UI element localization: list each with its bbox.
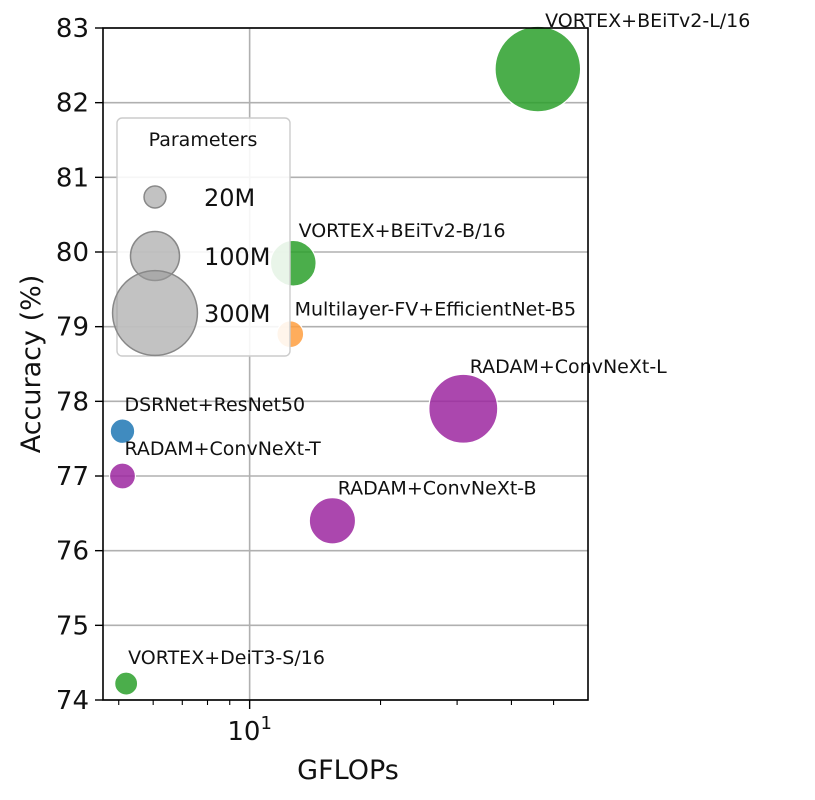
legend-marker-20m	[143, 185, 167, 209]
point-vortex-deit3-s-16	[114, 671, 139, 696]
plot-frame	[102, 27, 589, 701]
point-labels: VORTEX+BEiTv2-L/16 VORTEX+BEiTv2-B/16 Mult…	[124, 10, 750, 669]
x-axis-title: GFLOPs	[297, 755, 399, 786]
axis-ticks: 74 75 76 77 78 79 80 81 82 83 101	[56, 14, 555, 747]
y-tick-label-76: 76	[56, 537, 89, 567]
point-label: VORTEX+DeiT3-S/16	[128, 647, 325, 669]
legend-label-20m: 20M	[204, 184, 255, 212]
point-label: VORTEX+BEiTv2-L/16	[545, 10, 750, 32]
point-label: RADAM+ConvNeXt-B	[338, 477, 537, 499]
point-radam-convnext-l	[428, 373, 499, 444]
point-radam-convnext-b	[308, 497, 357, 545]
point-label: RADAM+ConvNeXt-T	[124, 438, 321, 460]
point-label: RADAM+ConvNeXt-L	[470, 356, 667, 378]
point-dsrnet-resnet50	[109, 418, 136, 445]
point-label: DSRNet+ResNet50	[124, 394, 305, 416]
y-tick-label-78: 78	[56, 387, 89, 417]
legend-title: Parameters	[149, 129, 258, 151]
y-tick-label-79: 79	[56, 313, 89, 343]
y-tick-label-77: 77	[56, 462, 89, 492]
legend-marker-300m	[111, 269, 199, 357]
x-tick-label-major: 101	[227, 713, 272, 747]
y-tick-label-75: 75	[56, 611, 89, 641]
legend: Parameters 20M 100M 300M	[111, 117, 291, 357]
y-axis-title: Accuracy (%)	[16, 275, 47, 454]
y-tick-label-83: 83	[56, 14, 89, 44]
y-tick-label-80: 80	[56, 238, 89, 268]
point-label: Multilayer-FV+EfficientNet-B5	[295, 298, 577, 320]
y-tick-label-74: 74	[56, 686, 89, 716]
y-tick-label-81: 81	[56, 163, 89, 193]
point-label: VORTEX+BEiTv2-B/16	[299, 220, 506, 242]
point-radam-convnext-t	[108, 462, 137, 490]
y-tick-label-82: 82	[56, 89, 89, 119]
legend-label-100m: 100M	[204, 243, 271, 271]
legend-label-300m: 300M	[204, 300, 271, 328]
point-vortex-beitv2-l-16	[494, 25, 582, 113]
